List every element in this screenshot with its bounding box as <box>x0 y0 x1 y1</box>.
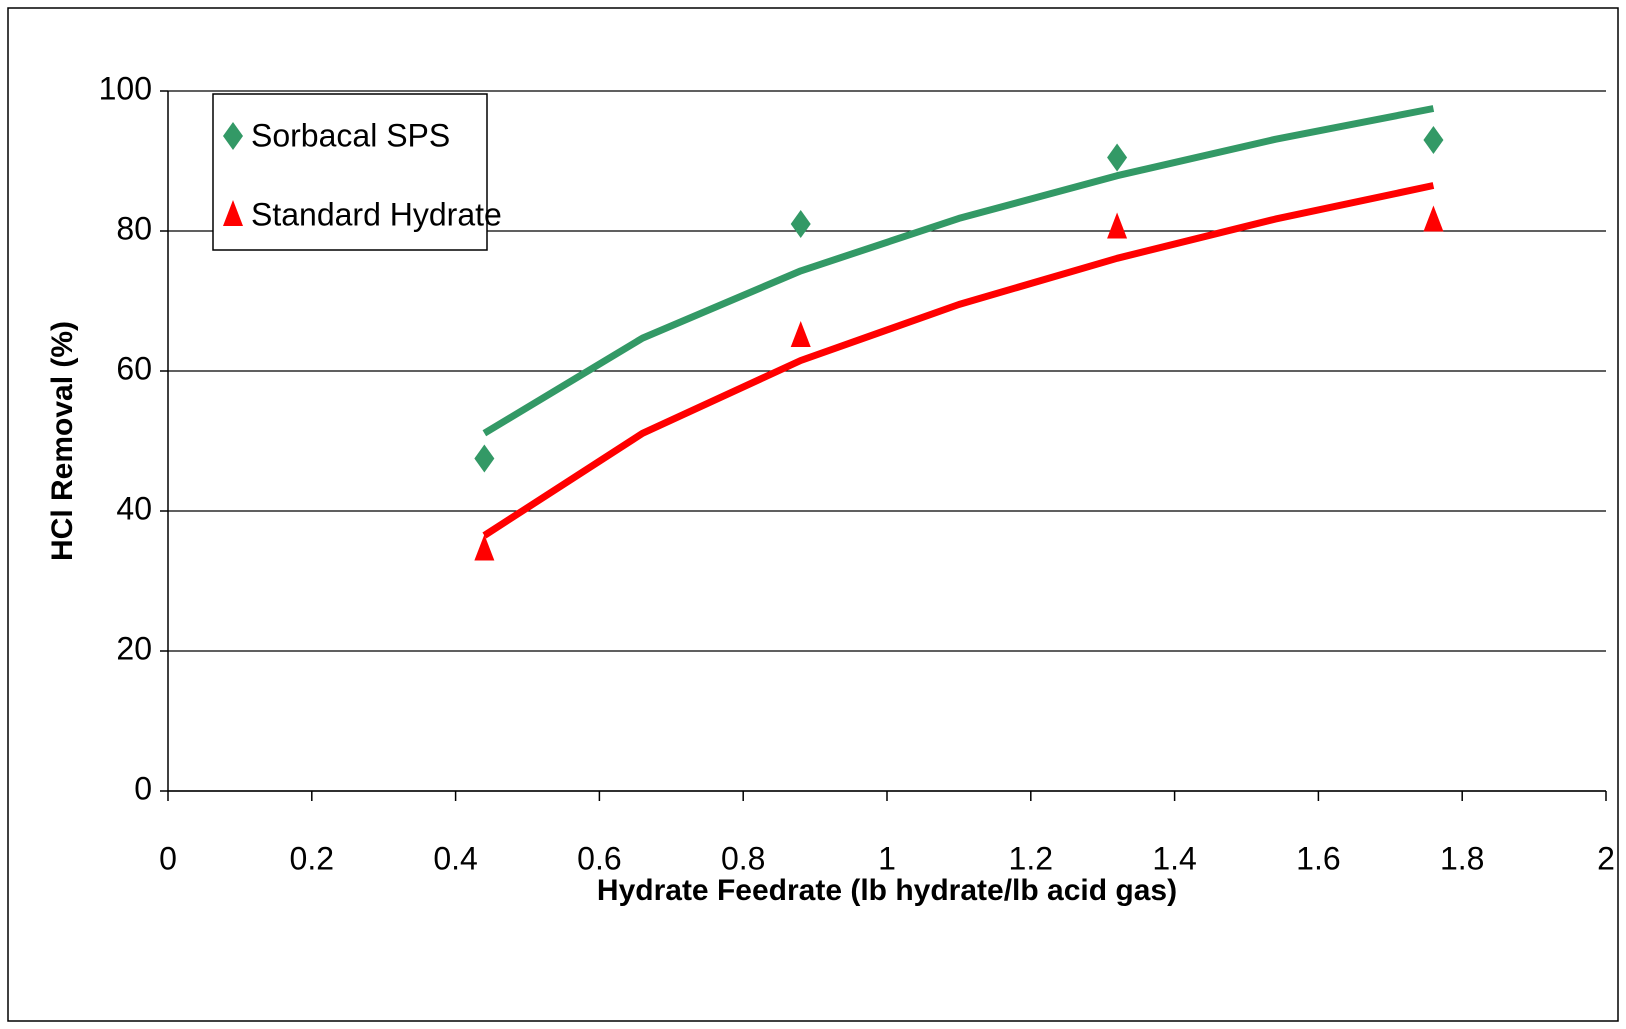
y-tick-label: 40 <box>116 490 152 526</box>
x-tick-label: 0.6 <box>577 840 621 876</box>
y-tick-label: 0 <box>134 770 152 806</box>
x-tick-label: 2 <box>1597 840 1615 876</box>
trend-line <box>482 182 1435 539</box>
legend-marker <box>223 122 243 150</box>
y-axis-title: HCl Removal (%) <box>46 321 79 561</box>
point <box>790 210 811 238</box>
legend-label: Standard Hydrate <box>251 196 502 232</box>
point <box>474 534 495 561</box>
x-tick-label: 1.4 <box>1152 840 1196 876</box>
trend-line <box>482 105 1435 437</box>
x-tick-label: 1.8 <box>1440 840 1484 876</box>
x-tick-label: 0 <box>159 840 177 876</box>
legend-marker <box>223 200 243 226</box>
x-axis-title: Hydrate Feedrate (lb hydrate/lb acid gas… <box>597 874 1177 907</box>
x-tick-label: 0.8 <box>721 840 765 876</box>
x-tick-label: 1 <box>878 840 896 876</box>
legend-label: Sorbacal SPS <box>251 117 450 153</box>
legend-box <box>212 93 488 251</box>
x-tick-label: 0.2 <box>290 840 334 876</box>
point <box>1107 143 1128 172</box>
x-tick-label: 1.2 <box>1009 840 1053 876</box>
point <box>474 444 495 473</box>
point <box>1423 126 1444 154</box>
y-tick-label: 80 <box>116 210 152 246</box>
point <box>1107 212 1128 239</box>
x-tick-label: 1.6 <box>1296 840 1340 876</box>
y-tick-label: 60 <box>116 350 152 386</box>
point <box>1423 205 1444 232</box>
x-tick-label: 0.4 <box>433 840 477 876</box>
point <box>790 321 811 347</box>
y-tick-label: 100 <box>99 70 152 106</box>
y-tick-label: 20 <box>116 630 152 666</box>
